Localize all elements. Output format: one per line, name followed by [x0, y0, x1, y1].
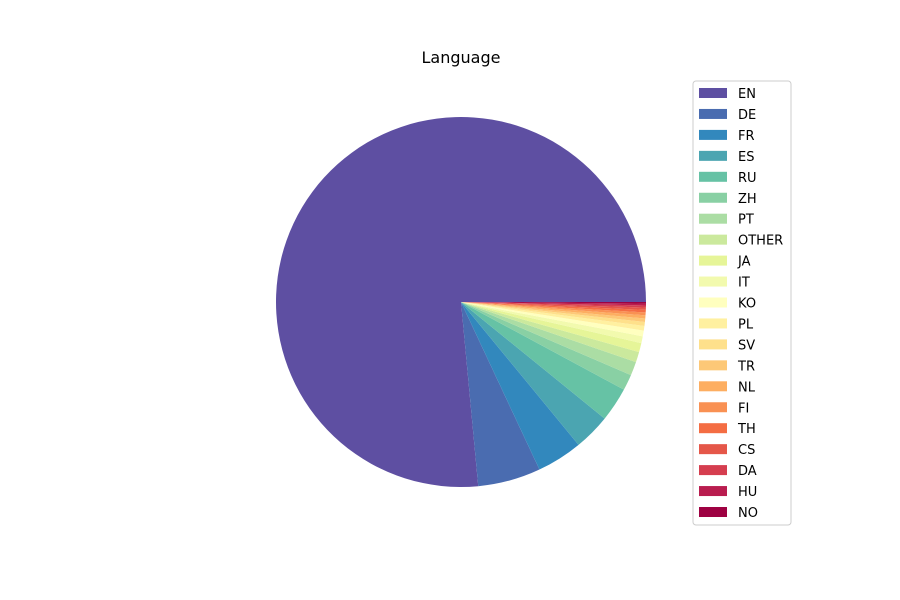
legend-swatch-da	[699, 465, 727, 476]
pie-slice-da	[461, 302, 646, 308]
pie-slice-fr	[461, 302, 579, 470]
legend: EN DE FR ES RU ZH PT OTHER JA IT KO PL SV TR NL FI TH CS D…	[692, 80, 792, 526]
pie-slice-nl	[461, 302, 646, 319]
legend-label-other: OTHER	[738, 234, 783, 249]
pie-slice-cs	[461, 302, 646, 310]
pie-slice-es	[461, 302, 605, 445]
pie-slice-hu	[461, 302, 646, 306]
legend-label-pt: PT	[738, 213, 754, 228]
legend-label-tr: TR	[737, 359, 755, 374]
legend-swatch-pt	[699, 213, 727, 224]
legend-swatch-th	[699, 423, 727, 434]
legend-swatch-es	[699, 150, 727, 161]
legend-swatch-en	[699, 88, 727, 98]
chart-title: Language	[422, 48, 501, 67]
legend-swatch-de	[699, 108, 727, 119]
legend-label-hu: HU	[738, 485, 757, 500]
legend-swatch-it	[699, 276, 727, 287]
legend-label-sv: SV	[738, 338, 755, 353]
legend-label-ja: JA	[737, 255, 751, 270]
pie-slice-de	[461, 302, 540, 487]
pie-slice-ja	[461, 302, 642, 353]
legend-label-nl: NL	[738, 380, 756, 395]
legend-box	[692, 80, 792, 526]
legend-label-fr: FR	[738, 129, 755, 144]
legend-swatch-tr	[699, 360, 727, 371]
legend-label-cs: CS	[738, 443, 755, 458]
legend-label-en: EN	[738, 87, 756, 102]
pie-slice-tr	[461, 302, 646, 323]
legend-label-zh: ZH	[738, 192, 757, 207]
legend-label-da: DA	[738, 464, 757, 479]
legend-label-de: DE	[738, 108, 756, 123]
pie-slice-pt	[461, 302, 636, 376]
legend-swatch-no	[699, 507, 727, 517]
legend-label-it: IT	[738, 276, 750, 291]
pie-slice-ko	[461, 302, 644, 337]
pie-slice-other	[461, 302, 640, 363]
legend-label-es: ES	[738, 150, 754, 165]
legend-swatch-fr	[699, 129, 727, 140]
legend-swatch-ru	[699, 171, 727, 182]
legend-swatch-zh	[699, 192, 727, 203]
pie-slice-en	[275, 117, 646, 487]
legend-swatch-ko	[699, 297, 727, 308]
pie-slice-it	[461, 302, 643, 344]
pie-slice-fi	[461, 302, 646, 316]
pie-slices	[275, 117, 646, 487]
pie-slice-ru	[461, 302, 624, 419]
legend-swatch-hu	[699, 486, 727, 497]
legend-swatch-other	[699, 234, 727, 245]
legend-swatch-cs	[699, 444, 727, 455]
legend-label-no: NO	[738, 506, 758, 521]
legend-label-th: TH	[737, 422, 756, 437]
legend-label-ru: RU	[738, 171, 757, 186]
legend-swatch-sv	[699, 339, 727, 350]
pie-slice-sv	[461, 302, 645, 327]
legend-swatch-pl	[699, 318, 727, 329]
legend-label-pl: PL	[738, 317, 754, 332]
pie-slice-th	[461, 302, 646, 313]
legend-swatch-nl	[699, 381, 727, 392]
legend-swatch-fi	[699, 402, 727, 413]
pie-slice-zh	[461, 302, 631, 390]
legend-label-fi: FI	[738, 401, 749, 416]
pie-slice-no	[461, 302, 646, 304]
legend-swatch-ja	[699, 255, 727, 266]
legend-label-ko: KO	[738, 297, 756, 312]
pie-slice-pl	[461, 302, 645, 331]
